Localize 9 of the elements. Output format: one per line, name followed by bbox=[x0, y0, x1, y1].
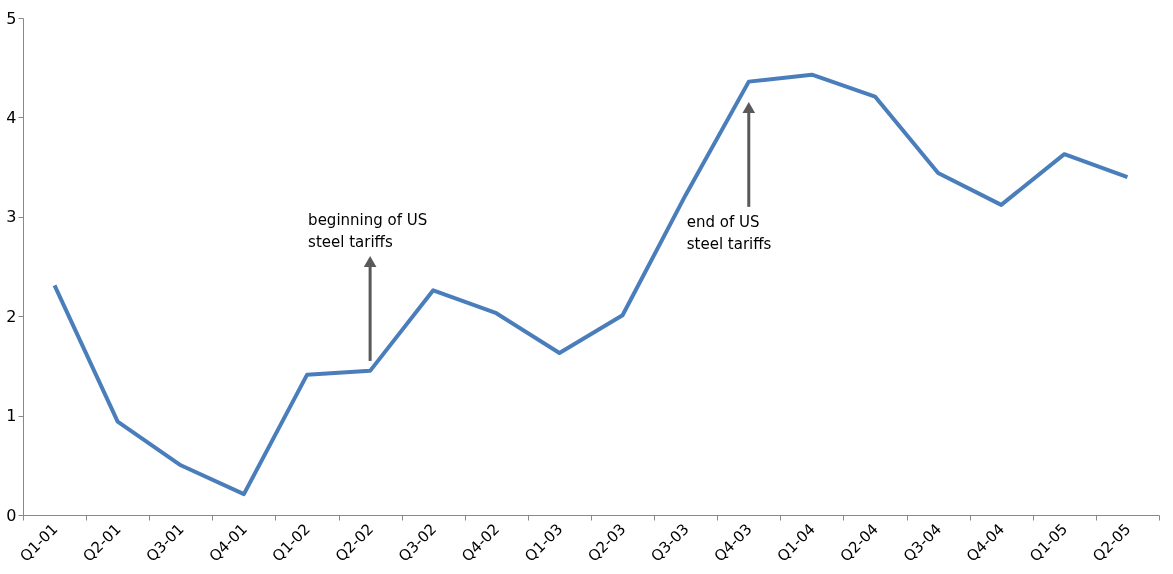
y-tick-label: 3 bbox=[6, 207, 17, 227]
y-tick-label: 5 bbox=[6, 8, 17, 28]
annotation: end of US steel tariffs bbox=[686, 212, 772, 253]
y-tick-label: 4 bbox=[6, 107, 17, 127]
annotation: beginning of US steel tariffs bbox=[308, 210, 428, 251]
y-tick-label: 2 bbox=[6, 306, 17, 326]
line-series bbox=[52, 72, 1130, 497]
y-tick-label: 0 bbox=[6, 505, 17, 525]
y-tick-label: 1 bbox=[6, 406, 17, 426]
